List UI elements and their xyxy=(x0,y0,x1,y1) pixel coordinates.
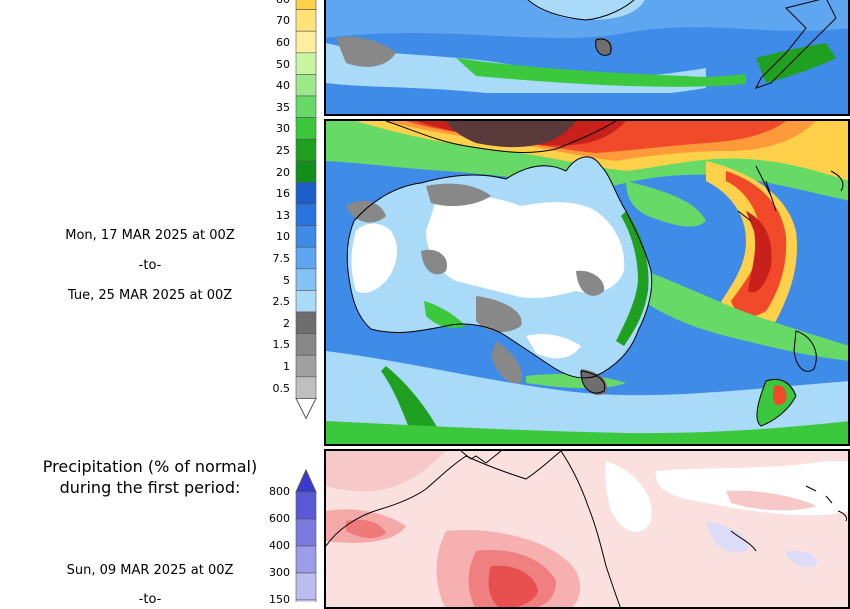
period-separator-label: -to- xyxy=(138,258,162,273)
precip-map-second-period xyxy=(324,119,850,446)
colorbar-tick-label: 40 xyxy=(276,79,290,93)
colorbar-swatch xyxy=(295,0,317,10)
colorbar-swatch xyxy=(295,572,317,601)
anomaly-map-first-period-image xyxy=(326,451,848,607)
colorbar-tick-label: 16 xyxy=(276,187,290,201)
precip-map-first-period-image xyxy=(326,0,848,114)
colorbar-swatch xyxy=(295,491,317,520)
colorbar-swatch xyxy=(295,203,317,226)
precip-colorbar xyxy=(294,0,318,420)
anomaly-title-line2: during the first period: xyxy=(59,478,241,497)
colorbar-tick-label: 2.5 xyxy=(272,295,291,309)
colorbar-swatch xyxy=(295,225,317,248)
colorbar-swatch xyxy=(295,182,317,205)
colorbar-swatch xyxy=(295,290,317,313)
colorbar-tick-label: 10 xyxy=(276,230,290,244)
colorbar-swatch xyxy=(295,376,317,399)
colorbar-tick-label: 25 xyxy=(276,144,290,158)
colorbar-tick-label: 50 xyxy=(276,57,290,71)
colorbar-tick-label: 0.5 xyxy=(272,381,291,395)
colorbar-tick-label: 20 xyxy=(276,165,290,179)
precip-colorbar-swatches xyxy=(295,0,317,420)
colorbar-swatch xyxy=(295,95,317,118)
period-end-label: Tue, 25 MAR 2025 at 00Z xyxy=(67,288,233,303)
colorbar-tick-label: 1.5 xyxy=(272,338,291,352)
colorbar-swatch xyxy=(295,333,317,356)
colorbar-swatch xyxy=(295,518,317,547)
colorbar-top-arrow xyxy=(295,468,317,493)
colorbar-swatch xyxy=(295,52,317,75)
colorbar-tick-label: 2 xyxy=(283,316,290,330)
colorbar-tick-label: 35 xyxy=(276,100,290,114)
colorbar-tick-label: 13 xyxy=(276,208,290,222)
colorbar-tick-label: 400 xyxy=(269,539,290,552)
colorbar-tick-label: 600 xyxy=(269,512,290,525)
colorbar-swatch xyxy=(295,30,317,54)
colorbar-tick-label: 7.5 xyxy=(272,252,291,266)
colorbar-swatch xyxy=(295,117,317,140)
colorbar-tick-label: 70 xyxy=(276,14,290,28)
precip-map-second-period-image xyxy=(326,121,848,444)
colorbar-swatch xyxy=(295,246,317,270)
anomaly-colorbar-swatches xyxy=(295,468,317,609)
colorbar-tick-label: 80 xyxy=(250,0,290,6)
colorbar-swatch xyxy=(295,268,317,291)
colorbar-swatch xyxy=(295,160,317,183)
colorbar-bottom-arrow xyxy=(295,397,317,420)
colorbar-swatch xyxy=(295,9,317,32)
colorbar-swatch xyxy=(295,74,317,97)
colorbar-tick-label: 5 xyxy=(283,273,290,287)
colorbar-tick-label: 300 xyxy=(269,566,290,579)
colorbar-swatch xyxy=(295,311,317,334)
anomaly-map-first-period xyxy=(324,449,850,609)
period-start-label: Mon, 17 MAR 2025 at 00Z xyxy=(65,228,235,243)
colorbar-tick-label: 1 xyxy=(283,360,290,374)
colorbar-tick-label: 800 xyxy=(269,485,290,498)
colorbar-swatch xyxy=(295,138,317,162)
anomaly-title-line1: Precipitation (% of normal) xyxy=(42,457,258,476)
anomaly-period-start-label: Sun, 09 MAR 2025 at 00Z xyxy=(66,563,234,578)
precip-map-first-period xyxy=(324,0,850,116)
colorbar-tick-label: 30 xyxy=(276,122,290,136)
anomaly-colorbar xyxy=(294,462,318,609)
colorbar-swatch xyxy=(295,354,317,378)
colorbar-swatch xyxy=(295,599,317,609)
colorbar-tick-label: 60 xyxy=(276,36,290,50)
colorbar-swatch xyxy=(295,545,317,574)
